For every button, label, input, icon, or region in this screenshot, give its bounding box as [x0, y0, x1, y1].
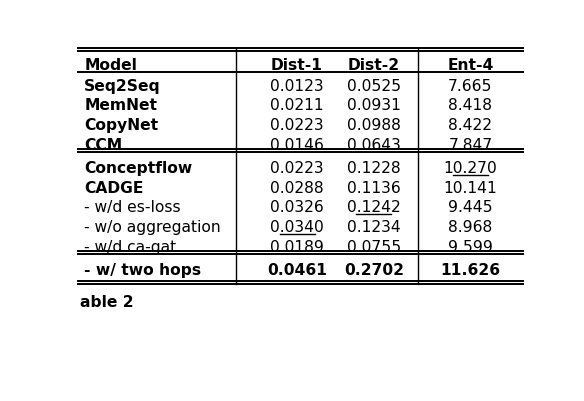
Text: 0.1136: 0.1136 [347, 180, 401, 195]
Text: Seq2Seq: Seq2Seq [84, 79, 161, 93]
Text: Dist-2: Dist-2 [348, 58, 400, 73]
Text: 0.0988: 0.0988 [347, 117, 401, 133]
Text: 0.0223: 0.0223 [270, 117, 324, 133]
Text: 0.0189: 0.0189 [270, 239, 324, 254]
Text: 0.0755: 0.0755 [347, 239, 401, 254]
Text: - w/ two hops: - w/ two hops [84, 262, 201, 277]
Text: 10.141: 10.141 [443, 180, 497, 195]
Text: CopyNet: CopyNet [84, 117, 158, 133]
Text: - w/o aggregation: - w/o aggregation [84, 219, 221, 234]
Text: - w/d ca-gat: - w/d ca-gat [84, 239, 176, 254]
Text: Ent-4: Ent-4 [447, 58, 493, 73]
Text: 7.847: 7.847 [449, 137, 492, 152]
Text: 0.0525: 0.0525 [347, 79, 401, 93]
Text: 0.2702: 0.2702 [344, 262, 404, 277]
Text: 8.968: 8.968 [449, 219, 492, 234]
Text: 0.0223: 0.0223 [270, 160, 324, 176]
Text: MemNet: MemNet [84, 98, 157, 113]
Text: 0.0146: 0.0146 [270, 137, 324, 152]
Text: Conceptflow: Conceptflow [84, 160, 193, 176]
Text: CCM: CCM [84, 137, 123, 152]
Text: CADGE: CADGE [84, 180, 144, 195]
Text: 0.0643: 0.0643 [347, 137, 401, 152]
Text: 0.0340: 0.0340 [270, 219, 324, 234]
Text: 7.665: 7.665 [448, 79, 493, 93]
Text: 0.1234: 0.1234 [347, 219, 401, 234]
Text: 0.0931: 0.0931 [347, 98, 401, 113]
Text: 9.599: 9.599 [448, 239, 493, 254]
Text: 0.1228: 0.1228 [347, 160, 401, 176]
Text: Model: Model [84, 58, 137, 73]
Text: 11.626: 11.626 [440, 262, 500, 277]
Text: able 2: able 2 [80, 294, 133, 309]
Text: 0.1242: 0.1242 [347, 200, 401, 215]
Text: Dist-1: Dist-1 [271, 58, 323, 73]
Text: 0.0211: 0.0211 [270, 98, 324, 113]
Text: 0.0461: 0.0461 [267, 262, 327, 277]
Text: 0.0288: 0.0288 [270, 180, 324, 195]
Text: 8.422: 8.422 [449, 117, 492, 133]
Text: 0.0326: 0.0326 [270, 200, 324, 215]
Text: 8.418: 8.418 [449, 98, 492, 113]
Text: 9.445: 9.445 [448, 200, 493, 215]
Text: 10.270: 10.270 [443, 160, 497, 176]
Text: 0.0123: 0.0123 [270, 79, 324, 93]
Text: - w/d es-loss: - w/d es-loss [84, 200, 181, 215]
